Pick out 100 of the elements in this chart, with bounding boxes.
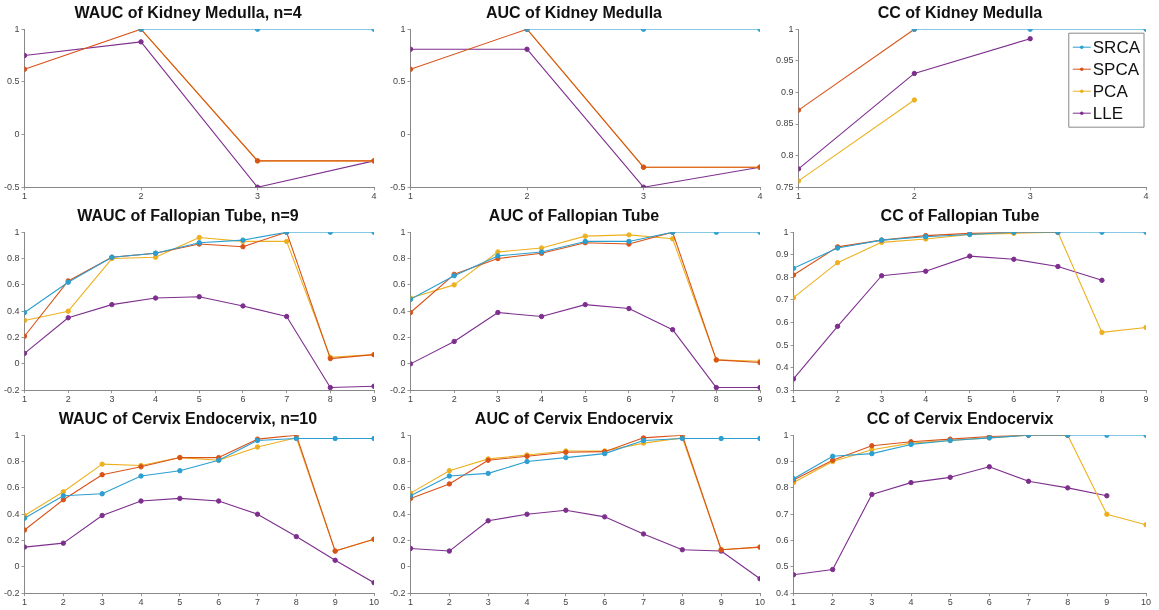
y-tick-label: 1	[783, 226, 789, 237]
y-tick-label: 0	[14, 358, 20, 369]
chart-title: CC of Fallopian Tube	[880, 207, 1040, 225]
x-tick-label: 2	[446, 597, 452, 608]
x-tick-label: 8	[1099, 394, 1105, 405]
x-tick-label: 4	[371, 191, 377, 202]
x-tick-label: 4	[153, 394, 159, 405]
x-tick-label: 2	[835, 394, 841, 405]
y-tick-label: 1	[400, 226, 406, 237]
x-tick-label: 4	[757, 191, 763, 202]
x-tick-label: 5	[947, 597, 953, 608]
y-tick-label: 0.8	[776, 482, 789, 493]
x-tick-label: 5	[196, 394, 202, 405]
x-tick-label: 3	[879, 394, 885, 405]
chart-title: CC of Kidney Medulla	[877, 4, 1043, 22]
x-tick-label: 9	[1104, 597, 1110, 608]
y-tick-label: 0.8	[781, 150, 794, 161]
y-tick-label: 0	[14, 561, 20, 572]
y-tick-label: 0.6	[6, 482, 20, 493]
x-tick-label: 2	[911, 191, 917, 202]
chart-title: WAUC of Kidney Medulla, n=4	[74, 4, 302, 22]
x-tick-label: 10	[368, 597, 380, 608]
legend-label: LLE	[1092, 103, 1124, 123]
y-tick-label: 0.5	[6, 76, 20, 87]
y-tick-label: 1	[14, 429, 20, 440]
y-tick-label: 1	[14, 226, 20, 237]
chart-title: AUC of Kidney Medulla	[485, 4, 663, 22]
x-tick-label: 8	[679, 597, 685, 608]
chart-title: AUC of Cervix Endocervix	[474, 410, 674, 428]
y-tick-label: 0.6	[6, 279, 20, 290]
y-tick-label: 0.6	[392, 279, 406, 290]
y-tick-label: -0.2	[389, 384, 406, 395]
y-tick-label: -0.5	[3, 181, 20, 192]
x-tick-label: 4	[1143, 191, 1149, 202]
x-tick-label: 4	[908, 597, 914, 608]
x-tick-label: 8	[293, 597, 299, 608]
y-tick-label: 0.5	[392, 76, 406, 87]
x-tick-label: 1	[22, 394, 28, 405]
x-tick-label: 9	[332, 597, 338, 608]
x-tick-label: 2	[65, 394, 71, 405]
x-tick-label: 6	[240, 394, 246, 405]
x-tick-label: 3	[869, 597, 875, 608]
legend-label: SPCA	[1092, 59, 1140, 79]
x-tick-label: 2	[451, 394, 457, 405]
y-tick-label: 0.3	[776, 384, 789, 395]
legend-label: PCA	[1092, 81, 1129, 101]
y-tick-label: 0.8	[6, 253, 20, 264]
x-tick-label: 6	[626, 394, 632, 405]
x-tick-label: 3	[1027, 191, 1033, 202]
x-tick-label: 5	[177, 597, 183, 608]
y-tick-label: 1	[783, 429, 789, 440]
x-tick-label: 1	[22, 191, 28, 202]
y-tick-label: 0.4	[776, 587, 789, 598]
chart-title: AUC of Fallopian Tube	[488, 207, 660, 225]
y-tick-label: 0.8	[776, 271, 789, 282]
x-tick-label: 4	[539, 394, 545, 405]
y-tick-label: -0.2	[389, 587, 406, 598]
y-tick-label: 0	[400, 561, 406, 572]
y-tick-label: 0.4	[6, 305, 20, 316]
y-tick-label: -0.2	[3, 587, 20, 598]
x-tick-label: 4	[138, 597, 144, 608]
y-tick-label: 0.4	[392, 305, 406, 316]
y-tick-label: 0	[400, 358, 406, 369]
x-tick-label: 2	[830, 597, 836, 608]
y-tick-label: 0.9	[776, 249, 789, 260]
x-tick-label: 3	[99, 597, 105, 608]
x-tick-label: 1	[22, 597, 28, 608]
x-tick-label: 1	[408, 597, 414, 608]
x-tick-label: 7	[254, 597, 261, 608]
x-tick-label: 9	[757, 394, 763, 405]
y-tick-label: 0.7	[776, 294, 789, 305]
y-tick-label: 1	[788, 23, 794, 34]
chart-title: WAUC of Cervix Endocervix, n=10	[58, 410, 318, 428]
y-tick-label: 0.7	[776, 508, 789, 519]
x-tick-label: 3	[254, 191, 261, 202]
x-tick-label: 7	[640, 597, 647, 608]
x-tick-label: 2	[60, 597, 66, 608]
y-tick-label: 0.2	[392, 332, 406, 343]
y-tick-label: 0.4	[776, 362, 789, 373]
x-tick-label: 6	[602, 597, 608, 608]
y-tick-label: 0.8	[392, 456, 406, 467]
y-tick-label: 0.85	[775, 118, 794, 129]
x-tick-label: 3	[495, 394, 501, 405]
chart-title: WAUC of Fallopian Tube, n=9	[77, 207, 299, 225]
x-tick-label: 10	[754, 597, 766, 608]
x-tick-label: 4	[923, 394, 929, 405]
y-tick-label: 0.6	[776, 316, 789, 327]
x-tick-label: 8	[1065, 597, 1071, 608]
x-tick-label: 6	[1011, 394, 1017, 405]
x-tick-label: 3	[640, 191, 647, 202]
x-tick-label: 9	[371, 394, 377, 405]
y-tick-label: 0.95	[775, 55, 794, 66]
y-tick-label: 1	[400, 23, 406, 34]
x-tick-label: 5	[967, 394, 973, 405]
y-tick-label: -0.2	[3, 384, 20, 395]
x-tick-label: 1	[796, 191, 802, 202]
x-tick-label: 1	[408, 191, 414, 202]
y-tick-label: 0.2	[6, 332, 20, 343]
x-tick-label: 3	[485, 597, 491, 608]
x-tick-label: 3	[109, 394, 115, 405]
